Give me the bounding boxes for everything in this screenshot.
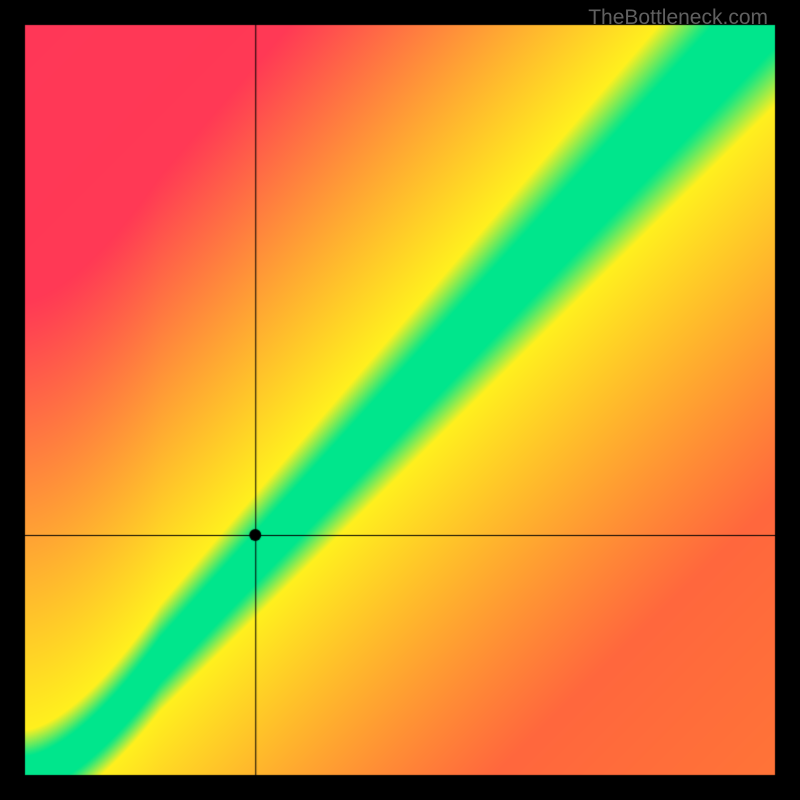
watermark-text: TheBottleneck.com: [588, 6, 768, 30]
bottleneck-heatmap: [0, 0, 800, 800]
chart-container: TheBottleneck.com: [0, 0, 800, 800]
